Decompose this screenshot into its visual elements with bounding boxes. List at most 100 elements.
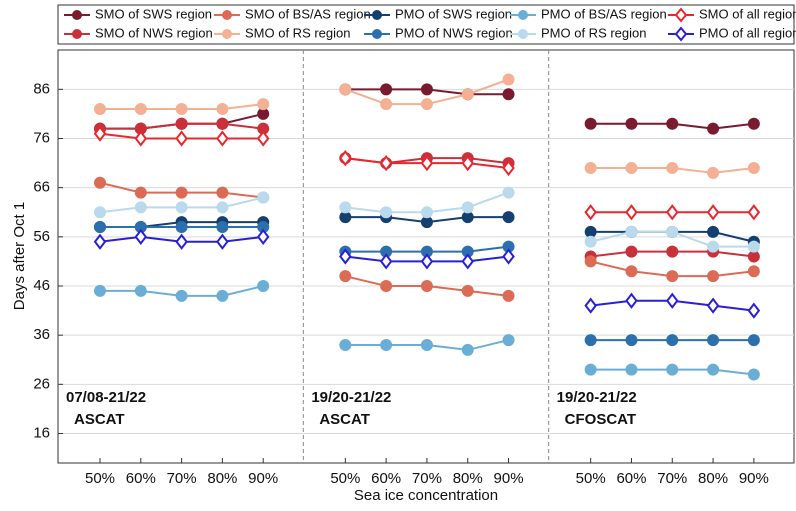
circle-marker — [584, 334, 597, 347]
circle-marker — [175, 201, 188, 214]
panel-period: 19/20-21/22 — [557, 389, 637, 406]
circle-marker — [666, 363, 679, 376]
circle-marker — [420, 206, 433, 219]
diamond-marker — [461, 253, 474, 270]
circle-marker — [339, 83, 352, 96]
diamond-marker — [625, 204, 638, 221]
diamond-marker — [502, 248, 515, 265]
series — [93, 228, 761, 319]
circle-marker — [216, 289, 229, 302]
circle-marker — [175, 186, 188, 199]
circle-marker — [461, 88, 474, 101]
circle-marker — [420, 339, 433, 351]
circle-marker — [134, 186, 147, 199]
x-tick-label: 90% — [494, 470, 524, 487]
y-tick-label: 16 — [33, 424, 50, 441]
circle-marker — [94, 103, 106, 115]
diamond-marker — [625, 292, 638, 309]
circle-marker — [94, 284, 106, 297]
circle-marker — [461, 201, 474, 214]
panel-period: 07/08-21/22 — [66, 389, 146, 406]
legend-marker — [372, 29, 382, 39]
legend-label: SMO of RS region — [245, 25, 351, 40]
diamond-marker — [502, 159, 515, 177]
circle-marker — [502, 73, 515, 86]
circle-marker — [175, 117, 188, 130]
x-tick-label: 50% — [85, 470, 115, 487]
circle-marker — [584, 235, 597, 248]
circle-marker — [707, 270, 720, 283]
circle-marker — [380, 98, 393, 111]
circle-marker — [380, 83, 393, 96]
circle-marker — [707, 122, 720, 135]
circle-marker — [666, 270, 679, 283]
x-tick-label: 80% — [207, 470, 237, 487]
circle-marker — [380, 339, 393, 351]
series — [93, 125, 761, 221]
x-tick-label: 80% — [453, 470, 483, 487]
circle-marker — [625, 117, 638, 130]
x-tick-label: 70% — [657, 470, 687, 487]
circle-marker — [339, 339, 352, 351]
legend-marker — [222, 29, 232, 39]
circle-marker — [747, 240, 760, 253]
legend-marker — [674, 26, 688, 42]
circle-marker — [420, 83, 433, 96]
diamond-marker — [420, 253, 434, 270]
panel-sensor: ASCAT — [74, 411, 125, 428]
legend-label: PMO of RS region — [541, 25, 647, 40]
circle-marker — [747, 334, 760, 347]
circle-marker — [666, 334, 679, 347]
legend-marker — [518, 10, 528, 20]
legend-marker — [518, 29, 528, 39]
x-tick-label: 90% — [248, 470, 278, 487]
circle-marker — [94, 176, 106, 189]
circle-marker — [175, 289, 188, 302]
diamond-marker — [379, 253, 393, 270]
circle-marker — [339, 201, 352, 214]
circle-marker — [216, 103, 229, 115]
x-tick-label: 50% — [330, 470, 360, 487]
diamond-marker — [666, 292, 679, 309]
diamond-marker — [256, 228, 270, 245]
diamond-marker — [666, 204, 679, 221]
x-tick-label: 60% — [616, 470, 646, 487]
legend-box — [57, 4, 795, 45]
x-tick-label: 60% — [371, 470, 401, 487]
circle-marker — [257, 280, 270, 292]
diamond-marker — [175, 233, 188, 250]
circle-marker — [625, 162, 638, 174]
legend-label: PMO of BS/AS region — [541, 6, 667, 21]
series — [94, 221, 760, 347]
circle-marker — [461, 284, 474, 297]
circle-marker — [707, 363, 720, 376]
circle-marker — [134, 103, 147, 115]
circle-marker — [380, 206, 393, 219]
panel-sensor: ASCAT — [319, 411, 370, 428]
circle-marker — [175, 103, 188, 115]
diamond-marker — [339, 150, 352, 167]
x-tick-label: 50% — [576, 470, 606, 487]
y-tick-label: 76 — [33, 129, 50, 146]
x-tick-label: 70% — [412, 470, 442, 487]
legend-marker — [72, 29, 82, 39]
diamond-marker — [461, 154, 474, 172]
circle-marker — [747, 162, 760, 174]
circle-marker — [584, 363, 597, 376]
x-tick-label: 90% — [739, 470, 769, 487]
circle-marker — [502, 334, 515, 347]
diamond-marker — [93, 233, 107, 250]
x-axis-label: Sea ice concentration — [354, 487, 498, 504]
legend-label: PMO of NWS region — [395, 25, 513, 40]
y-tick-label: 26 — [33, 375, 50, 392]
circle-marker — [584, 255, 597, 268]
circle-marker — [666, 162, 679, 174]
circle-marker — [625, 363, 638, 376]
circle-marker — [502, 186, 515, 199]
circle-marker — [666, 225, 679, 238]
circle-marker — [216, 186, 229, 199]
legend-marker — [222, 10, 232, 20]
circle-marker — [216, 201, 229, 214]
circle-marker — [625, 334, 638, 347]
diamond-marker — [706, 204, 720, 221]
